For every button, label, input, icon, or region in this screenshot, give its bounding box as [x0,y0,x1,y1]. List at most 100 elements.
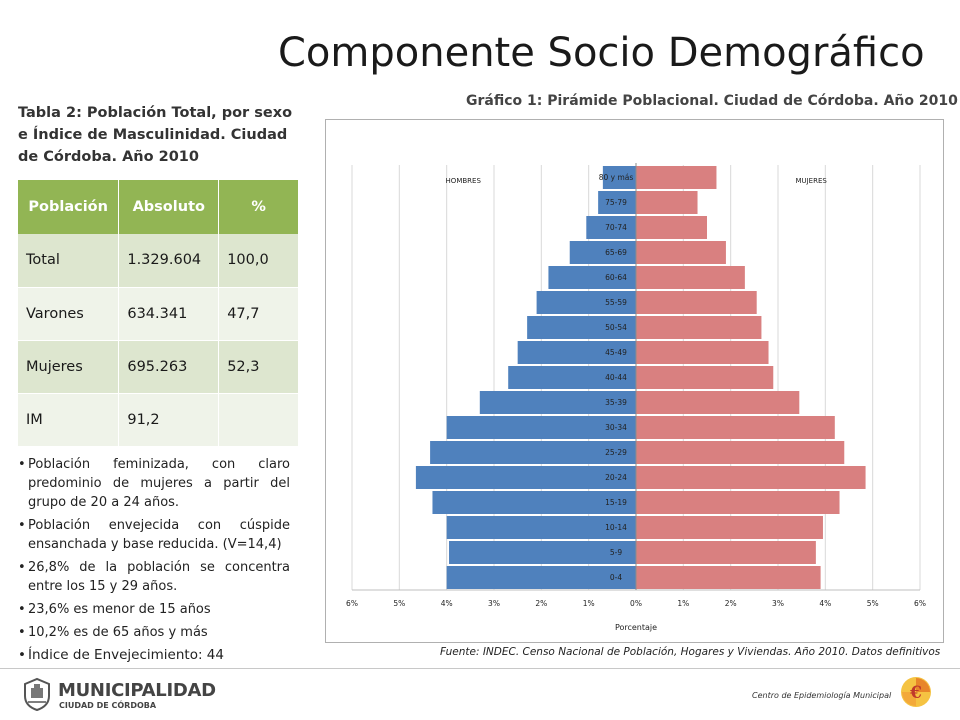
table-cell: 634.341 [118,287,220,341]
category-label: 80 y más [599,173,634,182]
bar-hombres [446,416,636,439]
category-label: 20-24 [605,473,627,482]
chart-caption: Gráfico 1: Pirámide Poblacional. Ciudad … [466,93,958,109]
table-cell: 91,2 [118,393,220,447]
category-label: 60-64 [605,273,627,282]
table-cell: 695.263 [118,340,220,394]
x-tick-label: 3% [488,599,500,608]
source-note: Fuente: INDEC. Censo Nacional de Poblaci… [440,646,941,658]
bar-mujeres [636,416,835,439]
bar-mujeres [636,291,757,314]
population-pyramid-chart: 0-4 5-9 10-14 15-19 20-24 25-29 30-34 35-39 40-4… [325,119,944,643]
page-title: Componente Socio Demográfico [278,30,925,76]
x-tick-label: 4% [819,599,831,608]
category-label: 40-44 [605,373,627,382]
bar-hombres [415,466,636,489]
x-tick-label: 4% [441,599,453,608]
table-cell: 52,3 [218,340,299,394]
pyramid-svg: 0-4 5-9 10-14 15-19 20-24 25-29 30-34 35-39 40-4… [346,163,926,632]
population-table: Población Absoluto % Total 1.329.604 100… [18,180,299,447]
table-cell: IM [18,393,120,447]
table-cell: Total [18,234,120,288]
bar-mujeres [636,516,823,539]
bar-hombres [430,441,636,464]
bar-hombres [598,191,636,214]
list-item: Población envejecida con cúspide ensanch… [18,516,290,554]
category-label: 35-39 [605,398,627,407]
header-poblacion: Población [18,180,120,234]
category-label: 55-59 [605,298,627,307]
bar-mujeres [636,241,726,264]
category-label: 25-29 [605,448,627,457]
x-tick-label: 3% [772,599,784,608]
x-tick-label: 2% [535,599,547,608]
list-item: 26,8% de la población se concentra entre… [18,558,290,596]
bar-mujeres [636,466,866,489]
bar-hombres [569,241,636,264]
list-item: Índice de Envejecimiento: 44 [18,646,290,665]
category-label: 50-54 [605,323,627,332]
x-tick-label: 1% [677,599,689,608]
bar-hombres [586,216,636,239]
bar-hombres [536,291,636,314]
header-percent: % [218,180,299,234]
category-label: 5-9 [610,548,622,557]
bar-mujeres [636,216,707,239]
table-cell: 47,7 [218,287,299,341]
table-row: IM 91,2 [18,393,299,447]
bar-hombres [517,341,636,364]
bar-hombres [449,541,636,564]
table-header-row: Población Absoluto % [18,180,299,234]
x-tick-label: 1% [583,599,595,608]
bar-mujeres [636,316,762,339]
table-cell [218,393,299,447]
bar-hombres [527,316,636,339]
x-tick-label: 2% [725,599,737,608]
category-label: 30-34 [605,423,627,432]
table-cell: 100,0 [218,234,299,288]
bar-mujeres [636,191,698,214]
bar-hombres [446,516,636,539]
bar-hombres [508,366,636,389]
table-cell: 1.329.604 [118,234,220,288]
bar-mujeres [636,391,800,414]
bar-mujeres [636,441,845,464]
category-label: 45-49 [605,348,627,357]
table-row: Varones 634.341 47,7 [18,287,299,341]
category-label: 75-79 [605,198,627,207]
logo-main-text: MUNICIPALIDAD [58,680,216,701]
svg-text:€: € [909,683,922,703]
bar-mujeres [636,166,717,189]
bar-hombres [602,166,636,189]
table-cell: Varones [18,287,120,341]
x-tick-label: 6% [346,599,358,608]
table-cell: Mujeres [18,340,120,394]
list-item: Población feminizada, con claro predomin… [18,455,290,512]
bar-hombres [479,391,636,414]
category-label: 10-14 [605,523,627,532]
bar-hombres [548,266,636,289]
x-axis-title: Porcentaje [615,623,657,632]
x-tick-label: 5% [393,599,405,608]
header-absoluto: Absoluto [118,180,220,234]
category-label: 70-74 [605,223,627,232]
bar-mujeres [636,566,821,589]
table-caption: Tabla 2: Población Total, por sexo e Índ… [18,105,293,165]
footer-divider [0,668,960,669]
x-tick-label: 0% [630,599,642,608]
ce-logo-icon: € [901,677,931,707]
legend-mujeres: MUJERES [795,177,827,185]
list-item: 23,6% es menor de 15 años [18,600,290,619]
bar-mujeres [636,491,840,514]
bar-hombres [446,566,636,589]
table-row: Mujeres 695.263 52,3 [18,340,299,394]
category-label: 0-4 [610,573,622,582]
bar-mujeres [636,266,745,289]
table-row: Total 1.329.604 100,0 [18,234,299,288]
findings-list: Población feminizada, con claro predomin… [18,455,290,669]
legend-hombres: HOMBRES [446,177,482,185]
bar-hombres [432,491,636,514]
bar-mujeres [636,341,769,364]
crest-icon [24,677,50,712]
x-tick-label: 6% [914,599,926,608]
